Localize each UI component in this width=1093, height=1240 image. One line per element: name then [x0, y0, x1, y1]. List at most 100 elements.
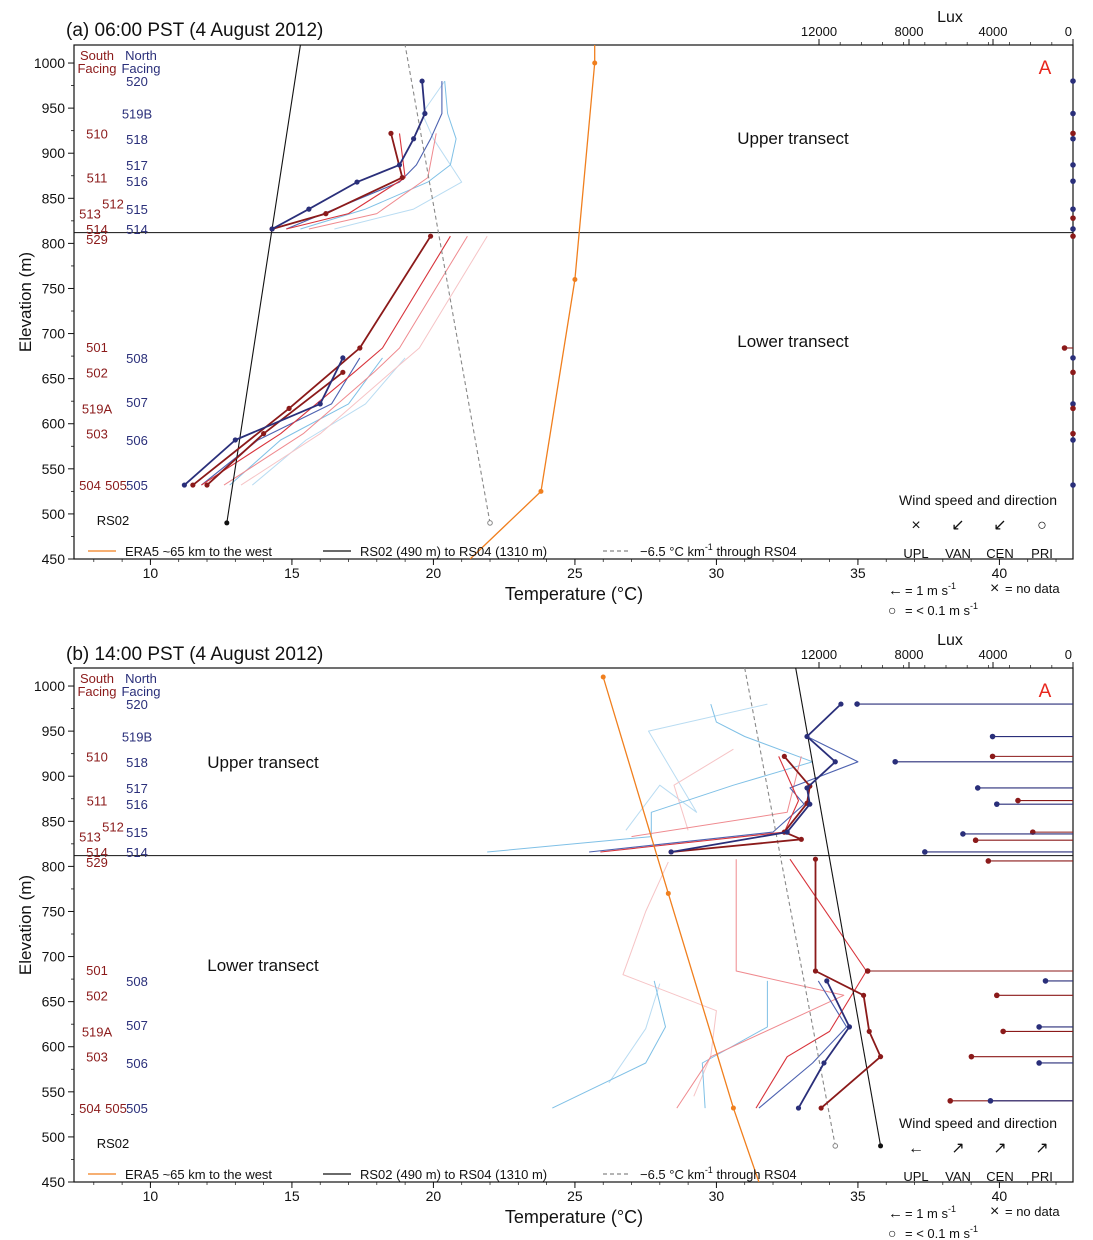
- site-label: 505: [126, 1101, 148, 1116]
- site-label: 516: [126, 174, 148, 189]
- lux-bar-point: [1015, 797, 1021, 804]
- lux-bar-point: [1070, 78, 1076, 84]
- site-label: 513: [79, 206, 101, 221]
- transect-label: Lower transect: [207, 956, 319, 975]
- series-point: [804, 733, 810, 740]
- series-point: [784, 829, 790, 835]
- series-line-south-bold: [814, 859, 882, 1109]
- series-point: [812, 968, 819, 974]
- series-point: [396, 162, 403, 168]
- south-header: Facing: [77, 61, 116, 76]
- site-label: 519A: [82, 401, 113, 416]
- lux-bar-point: [1070, 130, 1076, 137]
- lux-bar-point: [994, 801, 1000, 807]
- north-header: North: [125, 48, 157, 63]
- x-axis-label: Temperature (°C): [505, 584, 643, 604]
- series-point: [846, 1024, 853, 1030]
- site-label: 529: [86, 855, 108, 870]
- south-header: South: [80, 671, 114, 686]
- series-line-lapse: [404, 45, 491, 523]
- site-label: 517: [126, 781, 148, 796]
- site-label: 506: [126, 1056, 148, 1071]
- series-line-south-faint: [240, 235, 488, 486]
- wind-station-label: CEN: [986, 1169, 1013, 1184]
- site-label: 518: [126, 132, 148, 147]
- lux-tick-label: 0: [1065, 24, 1072, 39]
- plot-frame: [73, 44, 1074, 560]
- series-line-south-light: [631, 756, 802, 838]
- wind-station-label: VAN: [945, 1169, 971, 1184]
- y-tick-label: 800: [42, 235, 66, 251]
- lapse-marker: [832, 1143, 839, 1149]
- site-label: 503: [86, 427, 108, 442]
- series-line-north-light: [701, 980, 768, 1109]
- x-tick-label: 15: [284, 565, 300, 581]
- legend-entry: RS02 (490 m) to RS04 (1310 m): [360, 544, 547, 559]
- wind-legend-nodata: = no data: [1005, 1204, 1060, 1219]
- y-tick-label: 600: [42, 1039, 66, 1055]
- lux-tick-label: 12000: [801, 24, 837, 39]
- series-line-south-bold: [192, 235, 432, 486]
- series-line-south-light: [308, 133, 437, 230]
- lux-tick-label: 4000: [979, 24, 1008, 39]
- site-label: 517: [126, 158, 148, 173]
- series-point: [340, 369, 346, 375]
- x-tick-label: 25: [567, 565, 583, 581]
- x-tick-label: 25: [567, 1188, 583, 1204]
- no-data-icon: ×: [990, 580, 999, 597]
- lux-bar-point: [994, 992, 1000, 999]
- lux-axis-label: Lux: [937, 632, 963, 649]
- chart-title: (b) 14:00 PST (4 August 2012): [66, 644, 323, 665]
- lux-bar-point: [947, 1098, 954, 1104]
- legend-entry: RS02 (490 m) to RS04 (1310 m): [360, 1167, 547, 1182]
- transect-label: Upper transect: [737, 129, 849, 148]
- no-data-icon: ×: [990, 1203, 999, 1220]
- series-point: [181, 482, 187, 488]
- wind-legend-arrow-icon: ←: [888, 1205, 903, 1222]
- y-axis-label: Elevation (m): [16, 875, 35, 975]
- lux-bar-point: [1070, 215, 1076, 221]
- lux-tick-label: 8000: [895, 647, 924, 662]
- series-line-lapse: [744, 668, 836, 1147]
- legend-entry: ERA5 ~65 km to the west: [125, 544, 272, 559]
- y-tick-label: 450: [42, 1174, 66, 1190]
- wind-symbol: ↙: [951, 517, 964, 534]
- era5-marker: [572, 276, 578, 282]
- series-point: [427, 233, 434, 239]
- y-tick-label: 600: [42, 416, 66, 432]
- site-label: 512: [102, 819, 124, 834]
- wind-station-label: VAN: [945, 546, 971, 561]
- lux-axis-label: Lux: [937, 9, 963, 26]
- series-point: [419, 78, 425, 84]
- lux-bar-point: [1070, 226, 1076, 232]
- site-label: 501: [86, 340, 108, 355]
- calm-icon: ○: [888, 602, 896, 618]
- site-label: 519B: [122, 107, 152, 122]
- site-label: 519A: [82, 1024, 113, 1039]
- transect-label: Lower transect: [737, 332, 849, 351]
- wind-station-label: UPL: [903, 1169, 928, 1184]
- series-line-south-mid: [201, 235, 451, 486]
- y-tick-label: 750: [42, 280, 66, 296]
- series-point: [323, 211, 329, 217]
- series-line-south-mid: [755, 858, 867, 1109]
- site-label: RS02: [97, 513, 130, 528]
- series-point: [866, 1028, 872, 1035]
- series-line-north-mid: [758, 980, 848, 1109]
- lux-bar-point: [1070, 178, 1076, 184]
- y-tick-label: 500: [42, 506, 66, 522]
- lux-bar-point: [1036, 1060, 1042, 1066]
- wind-symbol: ↙: [993, 517, 1006, 534]
- series-point: [824, 978, 830, 984]
- lux-bar-point: [1070, 355, 1076, 361]
- site-label: 505: [126, 478, 148, 493]
- wind-symbol: ↗: [993, 1140, 1006, 1157]
- x-tick-label: 20: [426, 1188, 442, 1204]
- y-axis-label: Elevation (m): [16, 252, 35, 352]
- south-header: Facing: [77, 684, 116, 699]
- lux-bar-point: [987, 1098, 994, 1104]
- x-tick-label: 40: [992, 1188, 1008, 1204]
- y-tick-label: 750: [42, 903, 66, 919]
- panel-flag: A: [1039, 58, 1052, 79]
- series-point: [422, 110, 428, 117]
